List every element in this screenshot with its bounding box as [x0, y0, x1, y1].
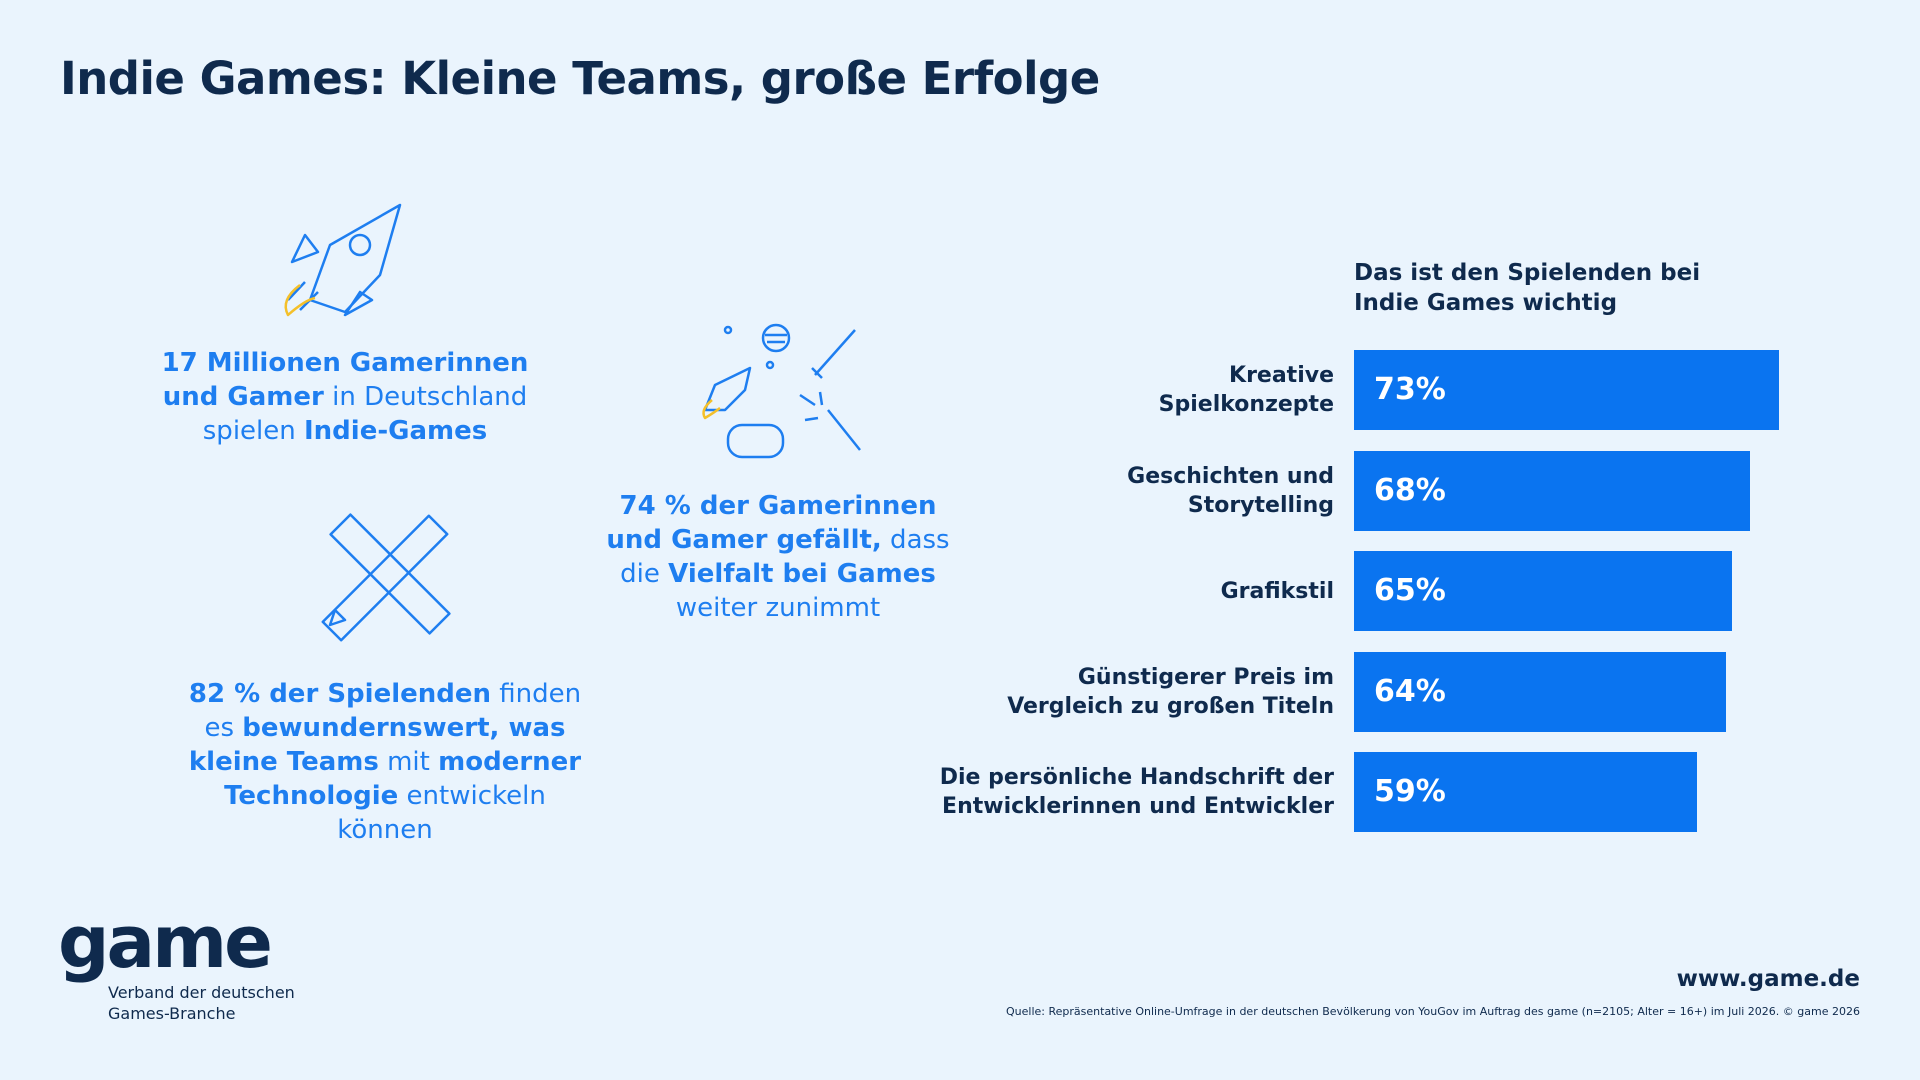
stat-text: 82 % der Spielenden finden es bewunderns… — [180, 677, 590, 847]
stat-text: 74 % der Gamerinnen und Gamer gefällt, d… — [590, 489, 966, 625]
category-label: Geschichten und Storytelling — [1127, 463, 1334, 518]
value-label: 59% — [1374, 774, 1446, 809]
value-label: 65% — [1374, 573, 1446, 608]
stat-part: mit — [378, 747, 439, 777]
bar — [1354, 450, 1750, 531]
org-name: Verband der deutschen Games-Branche — [108, 983, 295, 1023]
stat-part: Indie-Games — [304, 416, 488, 446]
rocket-icon — [284, 203, 402, 317]
value-label: 73% — [1374, 372, 1446, 407]
category-label: Die persönliche Handschrift der Entwickl… — [939, 765, 1334, 819]
bar — [1354, 551, 1733, 631]
stat-text: 17 Millionen Gamerinnen und Gamer in Deu… — [150, 346, 540, 448]
stat-part: 17 Millionen Gamerinnen und Gamer — [161, 348, 529, 412]
games-icon — [702, 323, 861, 459]
value-label: 64% — [1374, 673, 1446, 709]
stat-part: moderner Technologie — [224, 747, 582, 811]
stat-part: entwickeln können — [337, 781, 546, 845]
value-label: 68% — [1374, 472, 1446, 508]
url[interactable]: www.game.de — [1676, 966, 1860, 992]
stat-part: weiter zunimmt — [675, 593, 881, 623]
bar — [1354, 651, 1727, 732]
category-label: Kreative Spielkonzepte — [1158, 363, 1334, 417]
category-label: Günstigerer Preis im Vergleich zu großen… — [1007, 664, 1334, 719]
stat-part: bewundernswert, was kleine Teams — [188, 713, 566, 777]
chart-title: Das ist den Spielenden bei Indie Games w… — [1354, 260, 1701, 316]
tools-icon — [321, 513, 451, 642]
bar — [1354, 350, 1779, 430]
stat-part: in Deutschland spielen — [202, 382, 528, 446]
stat-part: finden es — [204, 679, 582, 743]
stat-part: dass die — [620, 525, 950, 589]
source: Quelle: Repräsentative Online-Umfrage in… — [1006, 1005, 1860, 1018]
logo: game — [58, 900, 273, 984]
stat-part: 74 % der Gamerinnen und Gamer gefällt, — [606, 491, 937, 555]
title: Indie Games: Kleine Teams, große Erfolge — [60, 52, 1100, 105]
stat-part: Vielfalt bei Games — [668, 559, 936, 589]
bar — [1354, 752, 1698, 832]
category-label: Grafikstil — [1220, 578, 1334, 604]
stat-part: 82 % der Spielenden — [188, 679, 492, 709]
